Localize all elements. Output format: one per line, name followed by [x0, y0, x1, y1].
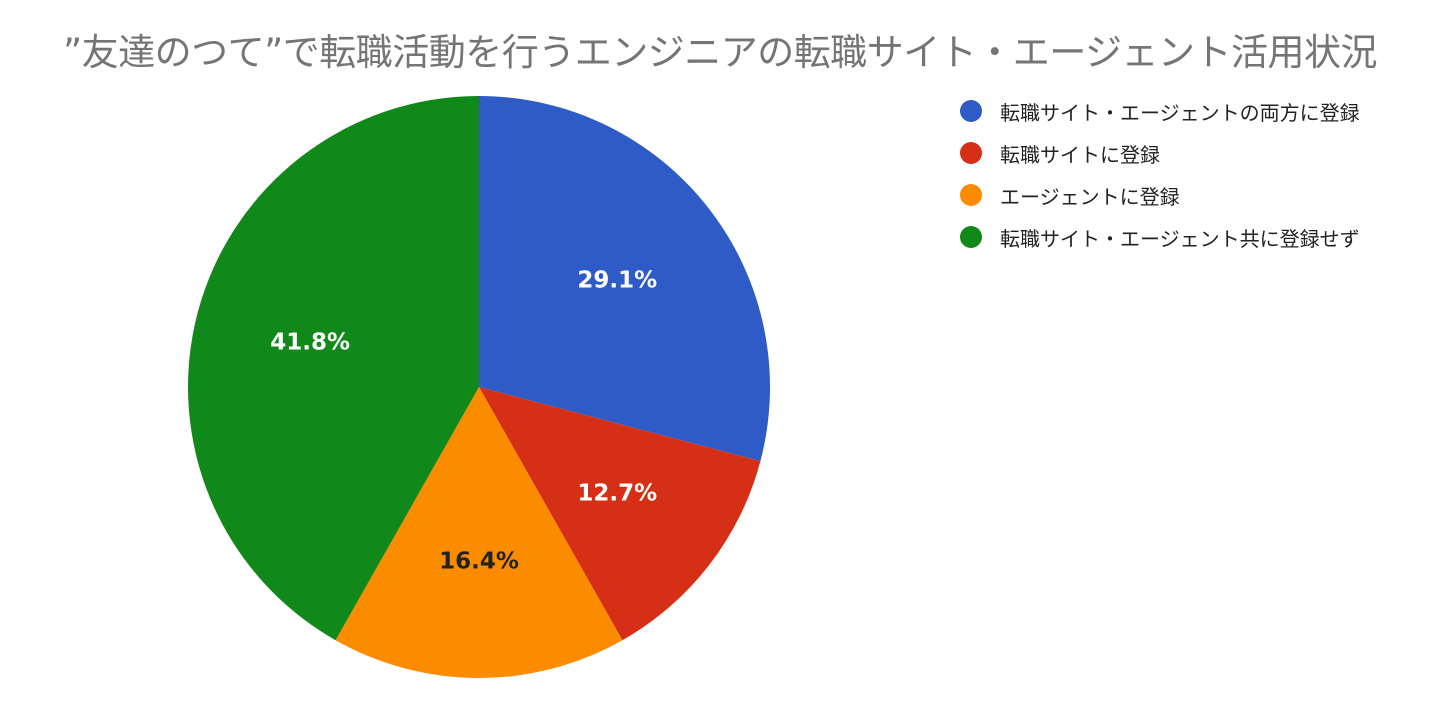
legend-item-3: エージェントに登録 — [960, 174, 1430, 216]
slice-value-label-4: 41.8% — [270, 330, 350, 356]
pie-slice-1 — [479, 96, 770, 462]
legend-item-2: 転職サイトに登録 — [960, 132, 1430, 174]
pie-slice-3 — [335, 387, 623, 678]
slice-value-label-1: 29.1% — [577, 267, 657, 293]
legend-swatch-3 — [960, 184, 982, 206]
legend-label-4: 転職サイト・エージェント共に登録せず — [1000, 226, 1360, 251]
chart-legend: 転職サイト・エージェントの両方に登録 転職サイトに登録 エージェントに登録転職サイト… — [960, 90, 1430, 258]
legend-label-1: 転職サイト・エージェントの両方に登録 — [1000, 100, 1360, 125]
legend-swatch-2 — [960, 142, 982, 164]
slice-value-label-2: 12.7% — [577, 481, 657, 507]
legend-swatch-1 — [960, 100, 982, 122]
legend-item-1: 転職サイト・エージェントの両方に登録 — [960, 90, 1430, 132]
legend-swatch-4 — [960, 226, 982, 248]
pie-slice-4 — [188, 96, 479, 641]
slice-value-label-3: 16.4% — [439, 549, 519, 575]
legend-label-3: エージェントに登録 — [1000, 184, 1180, 209]
legend-item-4: 転職サイト・エージェント共に登録せず — [960, 216, 1430, 258]
chart-title: ”友達のつて”で転職活動を行うエンジニアの転職サイト・エージェント活用状況 — [62, 31, 1378, 74]
legend-label-2: 転職サイトに登録 — [1000, 142, 1160, 167]
pie-slice-2 — [479, 387, 761, 641]
